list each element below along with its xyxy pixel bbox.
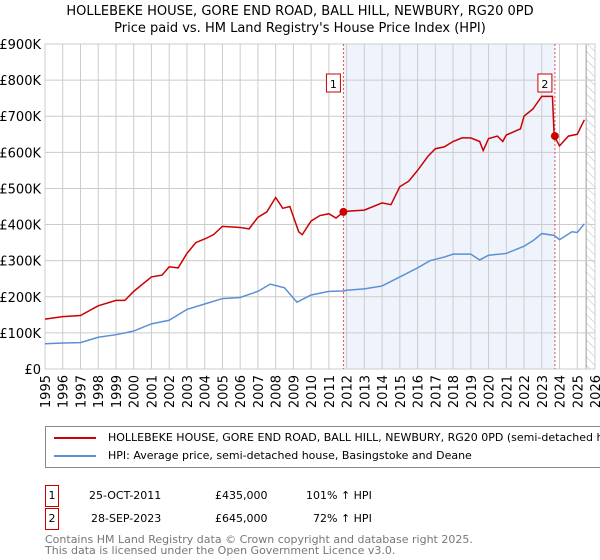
legend-property: HOLLEBEKE HOUSE, GORE END ROAD, BALL HIL… [108, 431, 600, 444]
x-tick-label: 1996 [57, 375, 72, 408]
legend-red-line [54, 436, 96, 439]
hpi-line [44, 223, 585, 345]
y-tick-label: £900K [0, 38, 41, 53]
transaction-price: £645,000 [215, 512, 268, 525]
x-tick-label: 2016 [412, 375, 427, 408]
y-tick-label: £700K [0, 110, 41, 125]
x-tick-label: 2005 [216, 375, 231, 408]
x-tick-label: 2010 [305, 375, 320, 408]
x-tick-label: 2003 [181, 375, 196, 408]
x-tick-label: 1995 [39, 375, 54, 408]
transaction-hpi: 72% ↑ HPI [313, 512, 372, 525]
x-tick-label: 1999 [110, 375, 125, 408]
price-chart: £0 £100K £200K £300K £400K £500K £600K £700K £80… [0, 38, 600, 408]
x-tick-label: 2015 [394, 375, 409, 408]
x-tick-label: 2022 [518, 375, 533, 408]
transaction-date: 28-SEP-2023 [91, 512, 162, 525]
x-tick-label: 2013 [358, 375, 373, 408]
chart-title: HOLLEBEKE HOUSE, GORE END ROAD, BALL HIL… [66, 4, 534, 19]
legend-hpi: HPI: Average price, semi-detached house,… [108, 449, 472, 462]
footer-copyright: Contains HM Land Registry data © Crown c… [45, 533, 473, 546]
x-tick-label: 2001 [145, 375, 160, 408]
x-tick-label: 2026 [589, 375, 600, 408]
x-tick-label: 2009 [287, 375, 302, 408]
x-tick-label: 2006 [234, 375, 249, 408]
transaction-number: 2 [45, 508, 59, 530]
sale-period-shading [343, 44, 555, 369]
y-tick-label: £600K [0, 146, 41, 161]
x-tick-label: 2008 [270, 375, 285, 408]
sale-label-box [537, 73, 553, 93]
y-tick-label: £300K [0, 255, 41, 270]
sale-point [339, 207, 348, 216]
x-tick-label: 2017 [429, 375, 444, 408]
x-tick-label: 2021 [500, 375, 515, 408]
x-tick-label: 2012 [341, 375, 356, 408]
sale-label-box [325, 73, 341, 93]
x-tick-label: 2014 [376, 375, 391, 408]
forecast-hatch [586, 44, 595, 369]
sale-point [550, 132, 559, 141]
transaction-price: £435,000 [215, 489, 268, 502]
legend-blue-line [54, 454, 96, 457]
y-tick-label: £200K [0, 291, 41, 306]
legend: HOLLEBEKE HOUSE, GORE END ROAD, BALL HIL… [45, 426, 600, 468]
x-tick-label: 2007 [252, 375, 267, 408]
footer: Contains HM Land Registry data © Crown c… [45, 534, 473, 556]
x-tick-label: 2025 [571, 375, 586, 408]
x-tick-label: 2004 [199, 375, 214, 408]
x-tick-label: 2002 [163, 375, 178, 408]
transaction-date: 25-OCT-2011 [89, 489, 162, 502]
footer-licence: This data is licensed under the Open Gov… [45, 544, 396, 557]
x-tick-label: 2019 [465, 375, 480, 408]
x-tick-label: 2018 [447, 375, 462, 408]
transaction-hpi: 101% ↑ HPI [306, 489, 372, 502]
sale-label: 1 [330, 78, 337, 91]
y-tick-label: £400K [0, 219, 41, 234]
x-tick-label: 2011 [323, 375, 338, 408]
x-tick-label: 2020 [483, 375, 498, 408]
x-tick-label: 1997 [74, 375, 89, 408]
plot-border [44, 43, 596, 370]
x-tick-label: 2023 [536, 375, 551, 408]
x-tick-label: 1998 [92, 375, 107, 408]
y-tick-label: £800K [0, 74, 41, 89]
y-tick-label: £0 [24, 363, 41, 378]
chart-subtitle: Price paid vs. HM Land Registry's House … [114, 21, 486, 36]
transaction-number: 1 [45, 485, 59, 507]
sale-label: 2 [541, 78, 548, 91]
x-tick-label: 2024 [554, 375, 569, 408]
y-tick-label: £500K [0, 182, 41, 197]
x-tick-label: 2000 [128, 375, 143, 408]
y-tick-label: £100K [0, 327, 41, 342]
